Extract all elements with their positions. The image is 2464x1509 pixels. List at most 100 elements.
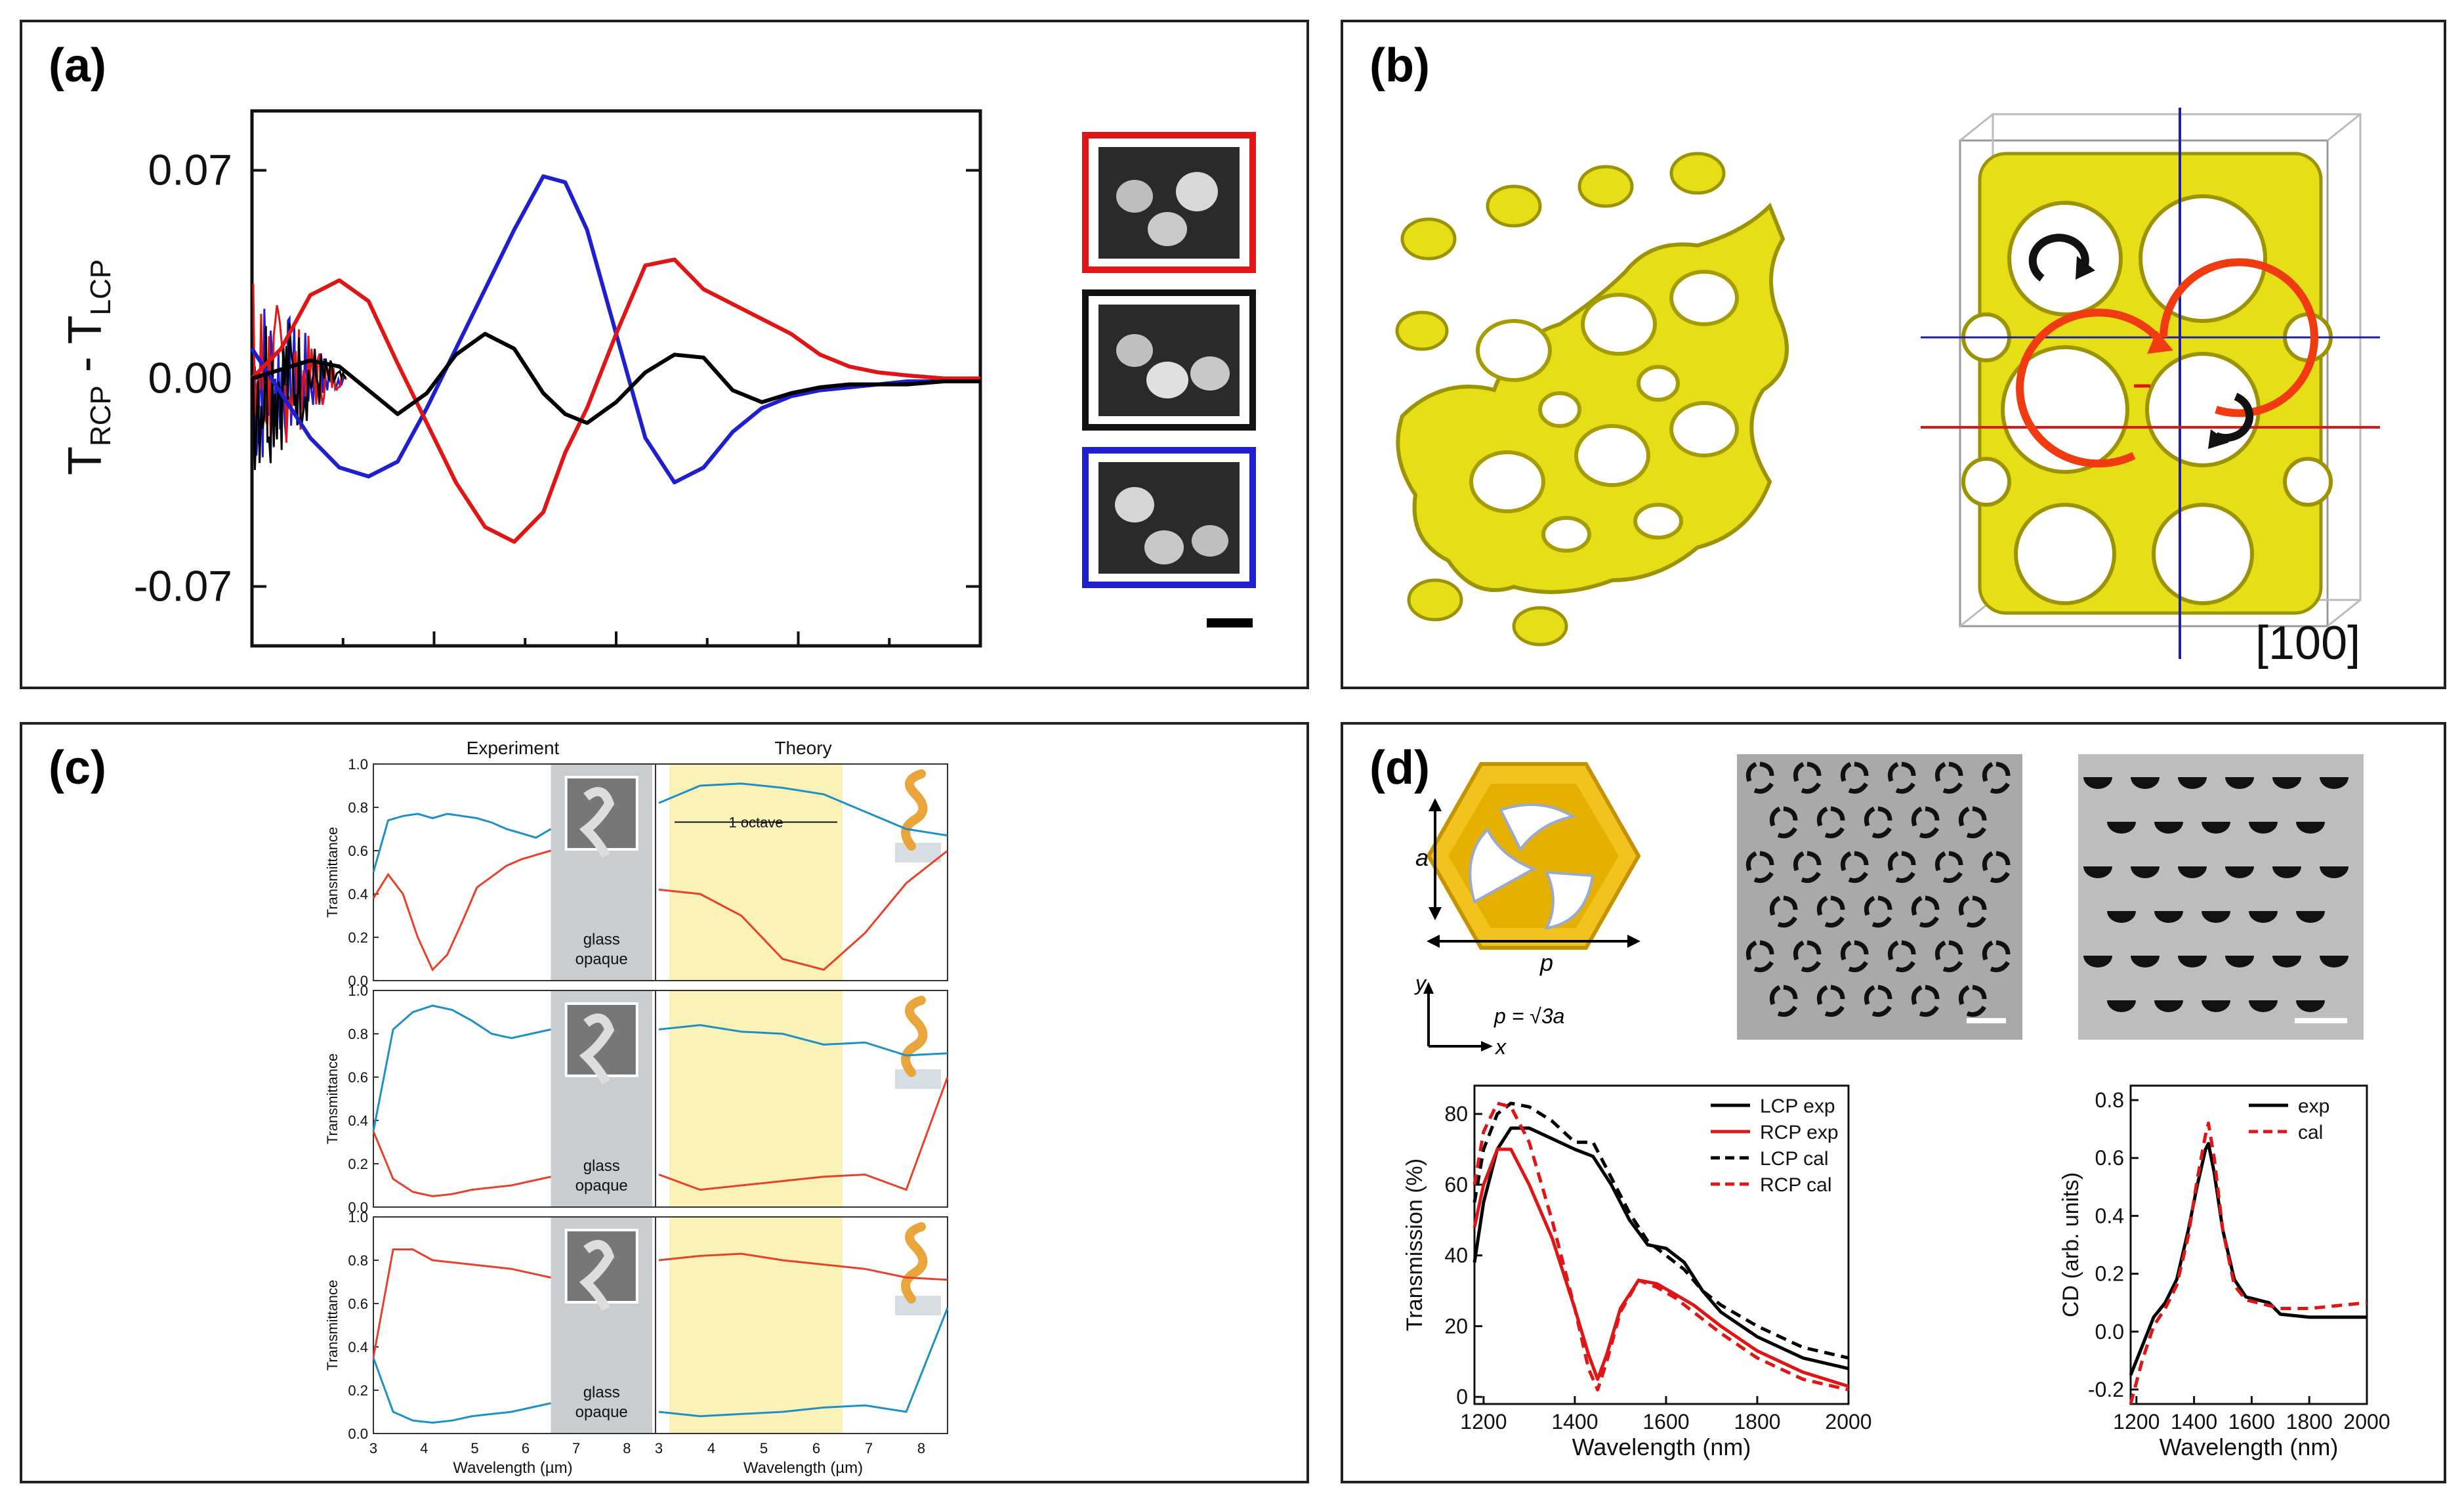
chart-c-exp-blue xyxy=(372,813,552,873)
chart-d2-xtick-label: 1200 xyxy=(2113,1410,2160,1434)
chart-a-ytick-label: -0.07 xyxy=(134,561,232,610)
chart-c-exp-red xyxy=(372,1130,551,1198)
chart-c-helix-icon xyxy=(901,996,928,1077)
chart-c-xtick-label-theory: 5 xyxy=(760,1440,768,1456)
sem1-motif xyxy=(1982,851,2011,883)
chart-c-ytick-label: 0.2 xyxy=(348,1382,368,1399)
chart-d1-ytick-label: 20 xyxy=(1444,1314,1468,1338)
unit-cell-schematic: a p p = √3a y x xyxy=(1414,762,1641,1059)
chart-c-row-2: 0.0 0.2 0.4 0.6 0.8 1.0 Transmittance glass opaq… xyxy=(324,983,949,1216)
chart-c-theory-red xyxy=(658,1252,948,1281)
chart-c-helix-icon xyxy=(901,769,928,851)
sem1-motif xyxy=(1958,895,1987,928)
chart-c-glass-label: glass xyxy=(583,931,620,948)
gyroid-structure-left xyxy=(1383,140,1789,647)
chart-c-ytick-label: 0.2 xyxy=(348,1156,368,1172)
sem1-motif xyxy=(1934,940,1963,973)
chart-d2-series-cal xyxy=(2129,1121,2368,1405)
sem-image-tilted-view xyxy=(2078,754,2364,1040)
chart-d1-xtick-label: 1400 xyxy=(1551,1410,1598,1434)
sem1-motif xyxy=(1745,761,1774,794)
sem2-motif xyxy=(2178,866,2207,878)
sem2-motif xyxy=(2083,866,2112,878)
sem2-motif xyxy=(2178,777,2207,789)
panel-a: (a) 0.07 0.00 -0.07 TRCP - TLCP xyxy=(20,20,1309,689)
chart-a-ytick-label: 0.07 xyxy=(148,146,232,194)
chart-d2-ytick-label: 0.6 xyxy=(2095,1146,2124,1170)
panel-c: (c) Experiment Theory 0.0 0.2 0.4 0.6 0.8 1.0 Tr… xyxy=(20,722,1309,1483)
chart-c-ytick-label: 0.6 xyxy=(348,1069,368,1086)
sem2-motif xyxy=(2154,1000,2183,1012)
chart-d1-frame xyxy=(1473,1084,1850,1405)
chart-d1-xtick-label: 1200 xyxy=(1460,1410,1507,1434)
chart-c-xtick-label-theory: 8 xyxy=(917,1440,925,1456)
chart-c-xtick-label-exp: 4 xyxy=(420,1440,428,1456)
chart-d2-ylabel: CD (arb. units) xyxy=(2058,1172,2083,1317)
chart-c-ytick-label: 0.8 xyxy=(348,799,368,816)
chart-c-theory-blue xyxy=(658,1307,949,1418)
sem2-motif xyxy=(2131,777,2160,789)
chart-a-ylabel: TRCP - TLCP xyxy=(59,259,117,475)
chart-d1-xtick-label: 1600 xyxy=(1642,1410,1689,1434)
sem-inset-red xyxy=(1082,132,1256,273)
sem1-motif xyxy=(1840,940,1869,973)
chart-d2-frame xyxy=(2129,1084,2368,1405)
chart-c-top-label-experiment: Experiment xyxy=(467,738,560,758)
sem1-motif xyxy=(1769,806,1798,839)
chart-c-exp-red xyxy=(372,1248,551,1358)
sem1-motif xyxy=(1982,761,2011,794)
chart-c-ytick-label: 0.0 xyxy=(348,1426,368,1442)
sem1-motif xyxy=(1793,851,1822,883)
sem1-motif xyxy=(1864,895,1892,928)
chart-c-ylabel: Transmittance xyxy=(324,827,341,918)
chart-c-helix-inset xyxy=(579,787,615,859)
chart-c-theory-red xyxy=(658,1076,949,1191)
chart-c-frame xyxy=(373,1216,948,1434)
sem2-motif xyxy=(2107,911,2136,923)
chart-d1-xlabel: Wavelength (nm) xyxy=(1572,1434,1751,1460)
chart-c-glass-label: glass xyxy=(583,1157,620,1175)
chart-d1-ylabel: Transmission (%) xyxy=(1402,1158,1427,1331)
chart-d1-legend-label: RCP cal xyxy=(1760,1174,1831,1196)
chart-c-substrate xyxy=(895,843,941,862)
chart-c-theory-red xyxy=(658,849,948,971)
chart-c: Experiment Theory 0.0 0.2 0.4 0.6 0.8 1.0 Transm… xyxy=(324,738,949,1477)
chart-c-exp-blue xyxy=(372,1004,551,1132)
chart-c-helix-icon xyxy=(901,1222,928,1304)
sem-inset-black xyxy=(1082,289,1256,431)
sem1-motif xyxy=(1769,895,1798,928)
gyroid-structure-right: [100] xyxy=(1921,108,2380,669)
panel-d-label: (d) xyxy=(1369,742,1430,794)
chart-c-xtick-label-exp: 3 xyxy=(369,1440,377,1456)
chart-a-series-red xyxy=(250,257,980,544)
chart-c-xtick-label-exp: 8 xyxy=(623,1440,631,1456)
sem1-motif xyxy=(1745,940,1774,973)
chart-c-octave-shade xyxy=(669,1217,843,1434)
sem1-motif xyxy=(1840,761,1869,794)
sem2-motif xyxy=(2249,1000,2278,1012)
chart-d1-ytick-label: 0 xyxy=(1456,1385,1468,1409)
chart-c-xlabel-exp: Wavelength (µm) xyxy=(453,1459,572,1477)
chart-d2-xtick-label: 1400 xyxy=(2171,1410,2217,1434)
sem1-motif xyxy=(1911,985,1940,1017)
panel-b: (b) xyxy=(1341,20,2446,689)
chart-c-xtick-label-theory: 6 xyxy=(812,1440,820,1456)
sem2-motif xyxy=(2249,822,2278,834)
sem1-motif xyxy=(1864,806,1892,839)
chart-a: 0.07 0.00 -0.07 TRCP - TLCP xyxy=(59,109,982,648)
chart-d1-xtick-label: 1800 xyxy=(1734,1410,1780,1434)
chart-d1-legend-label: RCP exp xyxy=(1760,1122,1839,1143)
sem2-motif xyxy=(2083,777,2112,789)
sem1-motif xyxy=(1793,761,1822,794)
panel-b-figure: (b) xyxy=(1369,39,2380,669)
chart-c-ytick-label: 1.0 xyxy=(348,756,368,773)
panel-d-figure: (d) a p p = √3a y x xyxy=(1369,742,2391,1460)
chart-c-xtick-label-theory: 4 xyxy=(707,1440,715,1456)
sem-image-top-view xyxy=(1737,754,2022,1040)
chart-d2-legend-label: cal xyxy=(2298,1122,2323,1143)
chart-d1-ytick-label: 80 xyxy=(1444,1102,1468,1126)
chart-c-ytick-label: 0.4 xyxy=(348,1113,368,1129)
sem2-motif xyxy=(2225,866,2254,878)
scale-bar xyxy=(1207,618,1253,627)
label-formula: p = √3a xyxy=(1493,1004,1564,1028)
